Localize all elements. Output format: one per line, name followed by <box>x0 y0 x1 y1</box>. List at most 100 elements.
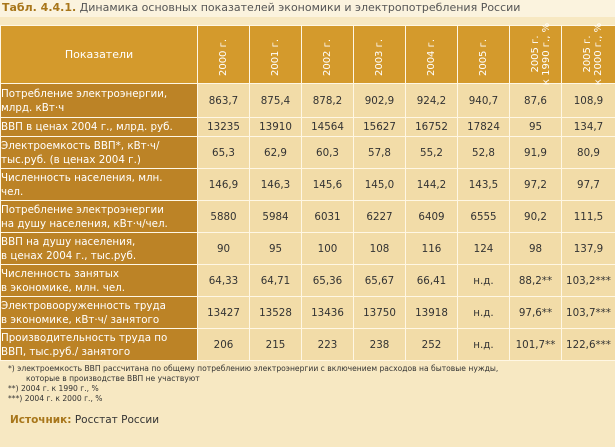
footnote: ***) 2004 г. к 2000 г., % <box>8 394 103 403</box>
table-cell: 875,4 <box>249 83 302 118</box>
table-cell: 60,3 <box>301 136 354 169</box>
table-cell: 108,9 <box>561 83 615 118</box>
table-cell: 17824 <box>457 117 510 137</box>
table-cell: 111,5 <box>561 200 615 233</box>
row-label: ВВП в ценах 2004 г., млрд. руб. <box>0 117 198 137</box>
table-cell: 252 <box>405 328 458 361</box>
table-row: Электровооруженность труда в экономике, к… <box>0 296 615 329</box>
table-cell: н.д. <box>457 328 510 361</box>
table-cell: 116 <box>405 232 458 265</box>
row-label-line: Электроемкость ВВП*, кВт·ч/ <box>1 139 160 152</box>
table-cell: 13235 <box>197 117 250 137</box>
table-cell: 223 <box>301 328 354 361</box>
table-cell: 134,7 <box>561 117 615 137</box>
header-ratio-2000: 2005 г. к 2000 г., % <box>561 23 615 85</box>
table-cell: 90,2 <box>509 200 562 233</box>
table-cell: 14564 <box>301 117 354 137</box>
table-cell: 103,2*** <box>561 264 615 297</box>
row-label: Численность занятых в экономике, млн. чел… <box>0 264 198 297</box>
row-label-line: в экономике, кВт·ч/ занятого <box>1 313 160 326</box>
table-cell: 66,41 <box>405 264 458 297</box>
table-cell: 95 <box>509 117 562 137</box>
footnote: которые в производстве ВВП не участвуют <box>26 374 200 383</box>
row-label-line: млрд. кВт·ч <box>1 101 65 114</box>
header-year: 2000 г. <box>197 25 250 84</box>
table-cell: 146,3 <box>249 168 302 201</box>
table-cell: 145,0 <box>353 168 406 201</box>
row-label-line: в ценах 2004 г., тыс.руб. <box>1 249 137 262</box>
row-label-line: Потребление электроэнергии, <box>1 87 168 100</box>
table-cell: 146,9 <box>197 168 250 201</box>
table-cell: 122,6*** <box>561 328 615 361</box>
row-label-line: ВВП в ценах 2004 г., млрд. руб. <box>1 121 173 133</box>
table-cell: 13528 <box>249 296 302 329</box>
footnote: *) электроемкость ВВП рассчитана по обще… <box>8 364 499 373</box>
table-cell: 137,9 <box>561 232 615 265</box>
table-cell: 13436 <box>301 296 354 329</box>
table-cell: 97,7 <box>561 168 615 201</box>
table-cell: 13910 <box>249 117 302 137</box>
table-row: ВВП на душу населения, в ценах 2004 г., т… <box>0 232 615 265</box>
row-label-line: ВВП на душу населения, <box>1 235 136 248</box>
table-caption: Табл. 4.4.1. Динамика основных показател… <box>0 0 615 17</box>
table-cell: 65,36 <box>301 264 354 297</box>
table-cell: н.д. <box>457 264 510 297</box>
header-year: 2004 г. <box>405 25 458 84</box>
table-cell: 65,67 <box>353 264 406 297</box>
row-label: Потребление электроэнергии на душу населе… <box>0 200 198 233</box>
source-text: Росстат России <box>74 414 160 426</box>
row-label-line: Численность занятых <box>1 267 120 280</box>
table-cell: 878,2 <box>301 83 354 118</box>
table-cell: 95 <box>249 232 302 265</box>
table-cell: 6031 <box>301 200 354 233</box>
footnote: **) 2004 г. к 1990 г., % <box>8 384 99 393</box>
table-cell: 16752 <box>405 117 458 137</box>
indicators-table: Показатели 2000 г. 2001 г. 2002 г. 2003 … <box>0 23 615 361</box>
table-row: Производительность труда по ВВП, тыс.руб.… <box>0 328 615 361</box>
row-label: Численность населения, млн. чел. <box>0 168 198 201</box>
table-cell: 902,9 <box>353 83 406 118</box>
table-cell: 87,6 <box>509 83 562 118</box>
table-cell: 55,2 <box>405 136 458 169</box>
table-cell: 88,2** <box>509 264 562 297</box>
table-cell: 52,8 <box>457 136 510 169</box>
table-cell: 206 <box>197 328 250 361</box>
table-cell: 5880 <box>197 200 250 233</box>
header-year: 2002 г. <box>301 25 354 84</box>
row-label-line: чел. <box>1 185 24 198</box>
table-cell: 6409 <box>405 200 458 233</box>
table-cell: 98 <box>509 232 562 265</box>
source-label: Источник: <box>10 414 72 426</box>
table-cell: 940,7 <box>457 83 510 118</box>
table-cell: 80,9 <box>561 136 615 169</box>
footnotes: *) электроемкость ВВП рассчитана по обще… <box>0 361 615 404</box>
caption-title: Динамика основных показателей экономики … <box>79 1 521 14</box>
table-cell: 124 <box>457 232 510 265</box>
table-cell: 97,6** <box>509 296 562 329</box>
row-label: Электровооруженность труда в экономике, к… <box>0 296 198 329</box>
table-cell: 57,8 <box>353 136 406 169</box>
row-label: Потребление электроэнергии, млрд. кВт·ч <box>0 83 198 118</box>
table-cell: 6555 <box>457 200 510 233</box>
table-row: Потребление электроэнергии, млрд. кВт·ч 86… <box>0 83 615 118</box>
table-cell: 863,7 <box>197 83 250 118</box>
table-cell: 62,9 <box>249 136 302 169</box>
table-cell: 143,5 <box>457 168 510 201</box>
table-row: Потребление электроэнергии на душу населе… <box>0 200 615 233</box>
header-indicators: Показатели <box>0 25 198 84</box>
row-label-line: на душу населения, кВт·ч/чел. <box>1 217 168 230</box>
table-cell: 15627 <box>353 117 406 137</box>
table-row: Электроемкость ВВП*, кВт·ч/тыс.руб. (в ц… <box>0 136 615 169</box>
header-year: 2001 г. <box>249 25 302 84</box>
table-row: ВВП в ценах 2004 г., млрд. руб. 13235 1391… <box>0 117 615 137</box>
row-label: Электроемкость ВВП*, кВт·ч/тыс.руб. (в ц… <box>0 136 198 169</box>
table-cell: 64,33 <box>197 264 250 297</box>
table-cell: 13750 <box>353 296 406 329</box>
row-label-line: Численность населения, млн. <box>1 171 163 184</box>
table-cell: 144,2 <box>405 168 458 201</box>
table-cell: 13427 <box>197 296 250 329</box>
row-label-line: ВВП, тыс.руб./ занятого <box>1 345 131 358</box>
row-label: ВВП на душу населения, в ценах 2004 г., т… <box>0 232 198 265</box>
table-cell: 65,3 <box>197 136 250 169</box>
table-header-row: Показатели 2000 г. 2001 г. 2002 г. 2003 … <box>0 23 615 85</box>
